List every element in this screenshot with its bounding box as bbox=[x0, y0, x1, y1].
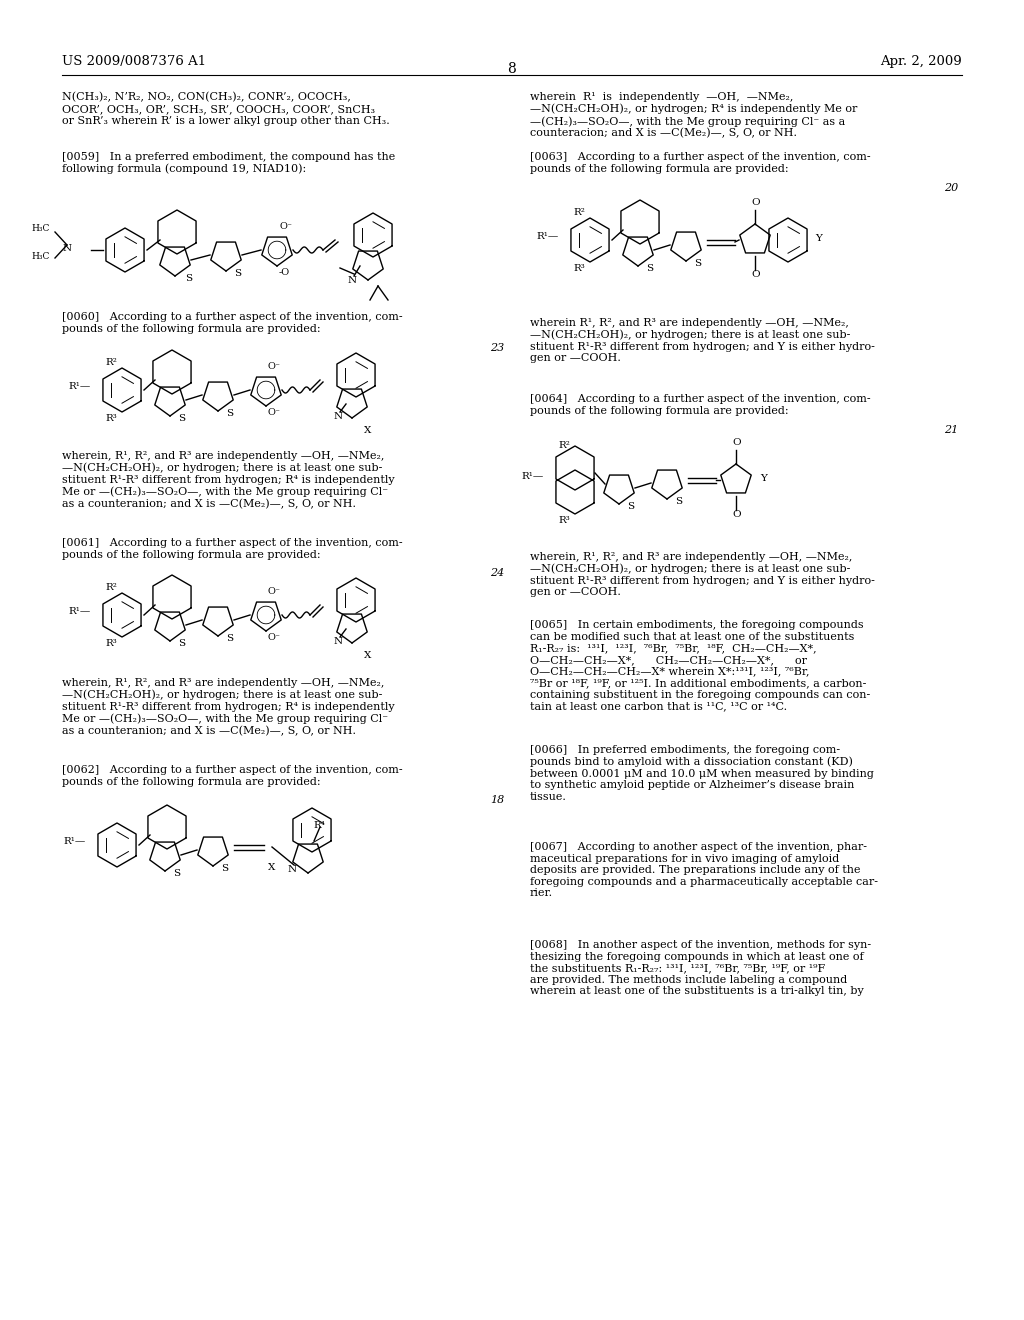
Text: R¹—: R¹— bbox=[521, 473, 544, 480]
Text: O⁻: O⁻ bbox=[279, 222, 292, 231]
Text: O⁻: O⁻ bbox=[268, 634, 281, 642]
Text: [0067]   According to another aspect of the invention, phar-
maceutical preparat: [0067] According to another aspect of th… bbox=[530, 842, 878, 899]
Text: N: N bbox=[348, 276, 357, 285]
Text: 21: 21 bbox=[944, 425, 958, 436]
Text: S: S bbox=[675, 498, 682, 506]
Text: 24: 24 bbox=[490, 568, 504, 578]
Text: [0064]   According to a further aspect of the invention, com-
pounds of the foll: [0064] According to a further aspect of … bbox=[530, 393, 870, 416]
Text: [0061]   According to a further aspect of the invention, com-
pounds of the foll: [0061] According to a further aspect of … bbox=[62, 539, 402, 560]
Text: N(CH₃)₂, N’R₂, NO₂, CON(CH₃)₂, CONR’₂, OCOCH₃,
OCOR’, OCH₃, OR’, SCH₃, SR’, COOC: N(CH₃)₂, N’R₂, NO₂, CON(CH₃)₂, CONR’₂, O… bbox=[62, 92, 390, 125]
Text: Y: Y bbox=[760, 474, 767, 483]
Text: R¹—: R¹— bbox=[68, 607, 90, 616]
Text: R²: R² bbox=[573, 209, 585, 216]
Text: 18: 18 bbox=[490, 795, 504, 805]
Text: wherein, R¹, R², and R³ are independently —OH, —NMe₂,
—N(CH₂CH₂OH)₂, or hydrogen: wherein, R¹, R², and R³ are independentl… bbox=[62, 451, 394, 510]
Text: 8: 8 bbox=[508, 62, 516, 77]
Text: N: N bbox=[334, 638, 343, 645]
Text: O⁻: O⁻ bbox=[268, 587, 281, 597]
Text: [0066]   In preferred embodiments, the foregoing com-
pounds bind to amyloid wit: [0066] In preferred embodiments, the for… bbox=[530, 744, 873, 803]
Text: [0060]   According to a further aspect of the invention, com-
pounds of the foll: [0060] According to a further aspect of … bbox=[62, 312, 402, 334]
Text: O⁻: O⁻ bbox=[268, 408, 281, 417]
Text: S: S bbox=[234, 269, 241, 279]
Text: S: S bbox=[226, 409, 233, 418]
Text: H₃C: H₃C bbox=[31, 224, 49, 234]
Text: O: O bbox=[732, 510, 740, 519]
Text: -O: -O bbox=[279, 268, 290, 277]
Text: X: X bbox=[364, 426, 372, 436]
Text: R⁴: R⁴ bbox=[313, 821, 325, 830]
Text: S: S bbox=[694, 259, 701, 268]
Text: X: X bbox=[268, 863, 275, 873]
Text: O: O bbox=[751, 271, 760, 279]
Text: R²: R² bbox=[105, 583, 117, 591]
Text: wherein, R¹, R², and R³ are independently —OH, —NMe₂,
—N(CH₂CH₂OH)₂, or hydrogen: wherein, R¹, R², and R³ are independentl… bbox=[62, 678, 394, 737]
Text: O⁻: O⁻ bbox=[268, 362, 281, 371]
Text: N: N bbox=[334, 412, 343, 421]
Text: S: S bbox=[178, 414, 185, 422]
Text: [0062]   According to a further aspect of the invention, com-
pounds of the foll: [0062] According to a further aspect of … bbox=[62, 766, 402, 787]
Text: [0063]   According to a further aspect of the invention, com-
pounds of the foll: [0063] According to a further aspect of … bbox=[530, 152, 870, 174]
Text: R¹—: R¹— bbox=[63, 837, 85, 846]
Text: 20: 20 bbox=[944, 183, 958, 193]
Text: Y: Y bbox=[815, 234, 822, 243]
Text: X: X bbox=[364, 651, 372, 660]
Text: O: O bbox=[732, 438, 740, 447]
Text: S: S bbox=[185, 275, 193, 282]
Text: [0065]   In certain embodiments, the foregoing compounds
can be modified such th: [0065] In certain embodiments, the foreg… bbox=[530, 620, 870, 711]
Text: 23: 23 bbox=[490, 343, 504, 352]
Text: [0068]   In another aspect of the invention, methods for syn-
thesizing the fore: [0068] In another aspect of the inventio… bbox=[530, 940, 871, 997]
Text: R³: R³ bbox=[105, 639, 117, 648]
Text: S: S bbox=[627, 502, 634, 511]
Text: US 2009/0087376 A1: US 2009/0087376 A1 bbox=[62, 55, 206, 69]
Text: wherein, R¹, R², and R³ are independently —OH, —NMe₂,
—N(CH₂CH₂OH)₂, or hydrogen: wherein, R¹, R², and R³ are independentl… bbox=[530, 552, 874, 598]
Text: wherein R¹, R², and R³ are independently —OH, —NMe₂,
—N(CH₂CH₂OH)₂, or hydrogen;: wherein R¹, R², and R³ are independently… bbox=[530, 318, 874, 363]
Text: S: S bbox=[178, 639, 185, 648]
Text: N: N bbox=[288, 865, 297, 874]
Text: S: S bbox=[173, 869, 180, 878]
Text: S: S bbox=[221, 865, 228, 873]
Text: wherein  R¹  is  independently  —OH,  —NMe₂,
—N(CH₂CH₂OH)₂, or hydrogen; R⁴ is i: wherein R¹ is independently —OH, —NMe₂, … bbox=[530, 92, 857, 139]
Text: [0059]   In a preferred embodiment, the compound has the
following formula (comp: [0059] In a preferred embodiment, the co… bbox=[62, 152, 395, 174]
Text: H₃C: H₃C bbox=[31, 252, 49, 261]
Text: R³: R³ bbox=[105, 414, 117, 422]
Text: R¹—: R¹— bbox=[536, 232, 558, 242]
Text: R²: R² bbox=[558, 441, 570, 450]
Text: R²: R² bbox=[105, 358, 117, 367]
Text: O: O bbox=[751, 198, 760, 207]
Text: R³: R³ bbox=[558, 516, 569, 525]
Text: S: S bbox=[226, 634, 233, 643]
Text: R¹—: R¹— bbox=[68, 381, 90, 391]
Text: R³: R³ bbox=[573, 264, 585, 273]
Text: S: S bbox=[646, 264, 653, 273]
Text: N: N bbox=[63, 244, 72, 253]
Text: Apr. 2, 2009: Apr. 2, 2009 bbox=[881, 55, 962, 69]
